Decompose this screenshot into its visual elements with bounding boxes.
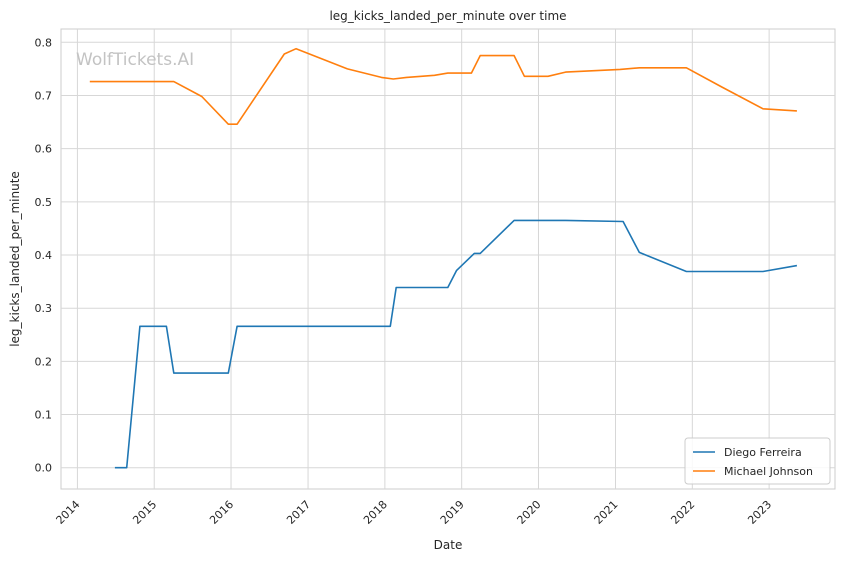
x-tick-label: 2018 xyxy=(361,498,390,527)
y-tick-label: 0.1 xyxy=(35,409,53,422)
x-tick-label: 2017 xyxy=(284,498,313,527)
x-tick-label: 2021 xyxy=(592,498,621,527)
chart-title: leg_kicks_landed_per_minute over time xyxy=(329,9,566,23)
series-line-michael-johnson xyxy=(89,47,797,125)
x-tick-label: 2019 xyxy=(438,498,467,527)
x-tick-label: 2020 xyxy=(515,498,544,527)
y-tick-label: 0.5 xyxy=(35,196,53,209)
legend-box xyxy=(684,437,831,485)
x-tick-label: 2015 xyxy=(130,498,159,527)
legend-label-michael-johnson: Michael Johnson xyxy=(724,465,813,478)
x-tick-label: 2022 xyxy=(668,498,697,527)
y-tick-label: 0.2 xyxy=(35,355,53,368)
legend-label-diego-ferreira: Diego Ferreira xyxy=(724,446,802,459)
x-tick-label: 2023 xyxy=(745,498,774,527)
legend: Diego Ferreira Michael Johnson xyxy=(684,437,831,485)
x-tick-label: 2014 xyxy=(54,498,83,527)
series-line-diego-ferreira xyxy=(114,219,798,469)
grid xyxy=(61,29,835,489)
y-tick-label: 0.8 xyxy=(35,36,53,49)
plot-area xyxy=(60,28,836,490)
y-tick-label: 0.6 xyxy=(35,143,53,156)
x-tick-label: 2016 xyxy=(207,498,236,527)
series-lines xyxy=(89,47,798,469)
y-tick-label: 0.4 xyxy=(35,249,53,262)
y-tick-label: 0.3 xyxy=(35,302,53,315)
watermark: WolfTickets.AI xyxy=(76,50,194,70)
y-axis-label: leg_kicks_landed_per_minute xyxy=(8,171,22,347)
y-tick-label: 0.0 xyxy=(35,462,53,475)
x-axis-label: Date xyxy=(434,538,463,552)
y-tick-label: 0.7 xyxy=(35,89,53,102)
